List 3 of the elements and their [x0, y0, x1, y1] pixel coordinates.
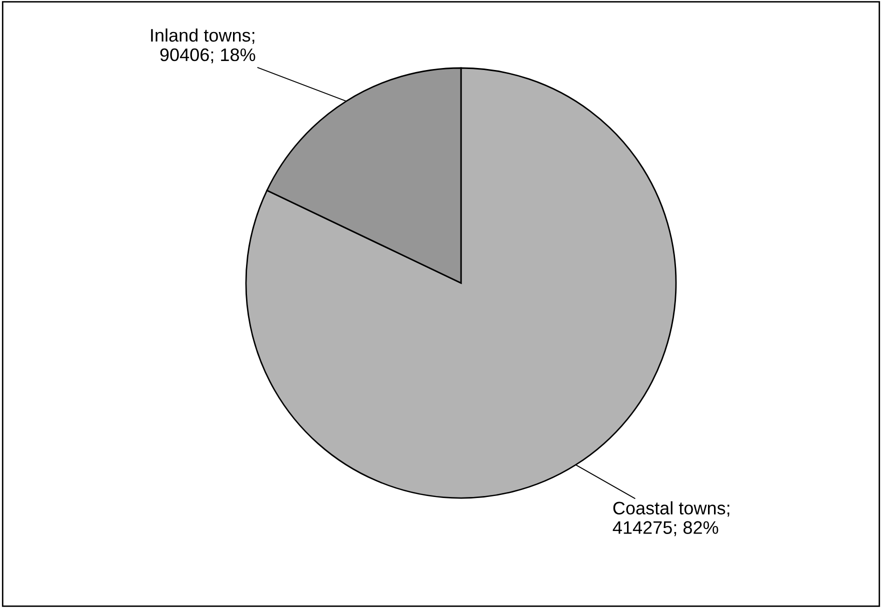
slice-label: Coastal towns; 414275; 82%	[612, 501, 730, 536]
slice-label: Inland towns; 90406; 18%	[151, 28, 256, 64]
pie-slice	[245, 67, 677, 499]
